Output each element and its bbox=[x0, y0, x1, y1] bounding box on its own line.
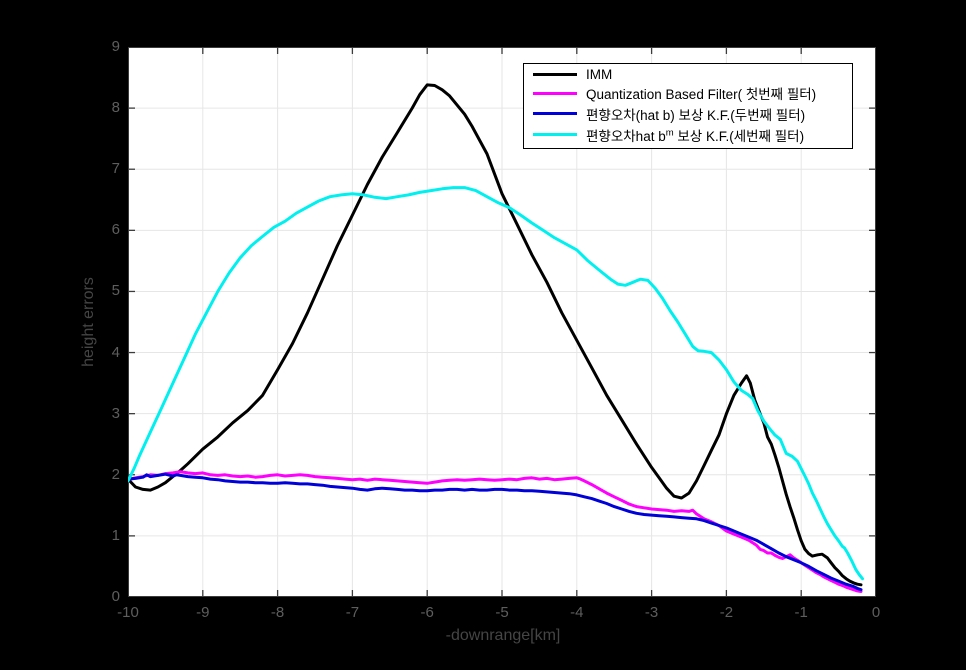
series-line-2 bbox=[128, 472, 863, 592]
x-tick-label: -6 bbox=[420, 604, 434, 621]
legend-item: 편향오차(hat b) 보상 K.F.(두번째 필터) bbox=[524, 104, 848, 124]
legend-line-sample bbox=[533, 133, 577, 137]
legend-label: IMM bbox=[586, 67, 613, 83]
x-tick-label: -4 bbox=[570, 604, 584, 621]
x-tick-label: -3 bbox=[644, 604, 659, 621]
y-tick-label: 8 bbox=[111, 99, 120, 117]
y-tick-label: 3 bbox=[111, 404, 120, 422]
legend: IMM Quantization Based Filter( 첫번째 필터) 편향오… bbox=[523, 63, 853, 149]
series-line-0 bbox=[128, 83, 863, 587]
legend-item: IMM bbox=[524, 67, 848, 82]
x-tick-label: -1 bbox=[794, 604, 808, 621]
series-line-1 bbox=[128, 470, 863, 593]
y-tick-label: 7 bbox=[111, 160, 120, 178]
x-tick-label: -10 bbox=[117, 604, 139, 621]
legend-label: Quantization Based Filter( 첫번째 필터) bbox=[586, 87, 817, 103]
series-line-3 bbox=[128, 186, 864, 581]
legend-label: 편향오차(hat b) 보상 K.F.(두번째 필터) bbox=[586, 107, 806, 123]
legend-line-sample bbox=[533, 112, 577, 116]
legend-label: 편향오차hat bm 보상 K.F.(세번째 필터) bbox=[586, 127, 805, 144]
legend-item: Quantization Based Filter( 첫번째 필터) bbox=[524, 83, 848, 103]
legend-line-sample bbox=[533, 73, 577, 77]
y-axis-label: height errors bbox=[80, 277, 97, 367]
y-tick-label: 9 bbox=[111, 38, 120, 55]
x-tick-label: -7 bbox=[345, 604, 360, 621]
y-tick-label: 2 bbox=[111, 465, 120, 483]
x-tick-label: -2 bbox=[719, 604, 734, 621]
x-tick-label: -5 bbox=[495, 604, 509, 621]
axes-box bbox=[128, 47, 876, 597]
x-tick-label: -8 bbox=[270, 604, 285, 621]
y-tick-label: 4 bbox=[111, 343, 120, 361]
x-axis-label: -downrange[km] bbox=[445, 627, 561, 644]
y-tick-label: 5 bbox=[111, 282, 120, 300]
legend-item: 편향오차hat bm 보상 K.F.(세번째 필터) bbox=[524, 125, 848, 145]
x-tick-label: 0 bbox=[871, 604, 881, 621]
y-tick-label: 6 bbox=[111, 221, 120, 239]
x-tick-label: -9 bbox=[196, 604, 210, 621]
y-tick-label: 0 bbox=[111, 588, 120, 605]
y-tick-label: 1 bbox=[111, 526, 120, 544]
legend-line-sample bbox=[533, 91, 577, 95]
